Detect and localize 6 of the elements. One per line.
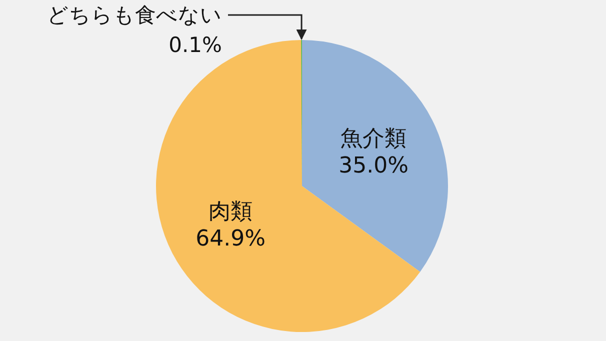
- data-label: 64.9%: [196, 226, 266, 252]
- data-label: 0.1%: [168, 33, 222, 57]
- slice-label: 肉類: [208, 200, 253, 225]
- data-label: 35.0%: [338, 154, 408, 179]
- slice-label: 魚介類: [340, 126, 407, 152]
- slice-label: どちらも食べない: [47, 3, 222, 27]
